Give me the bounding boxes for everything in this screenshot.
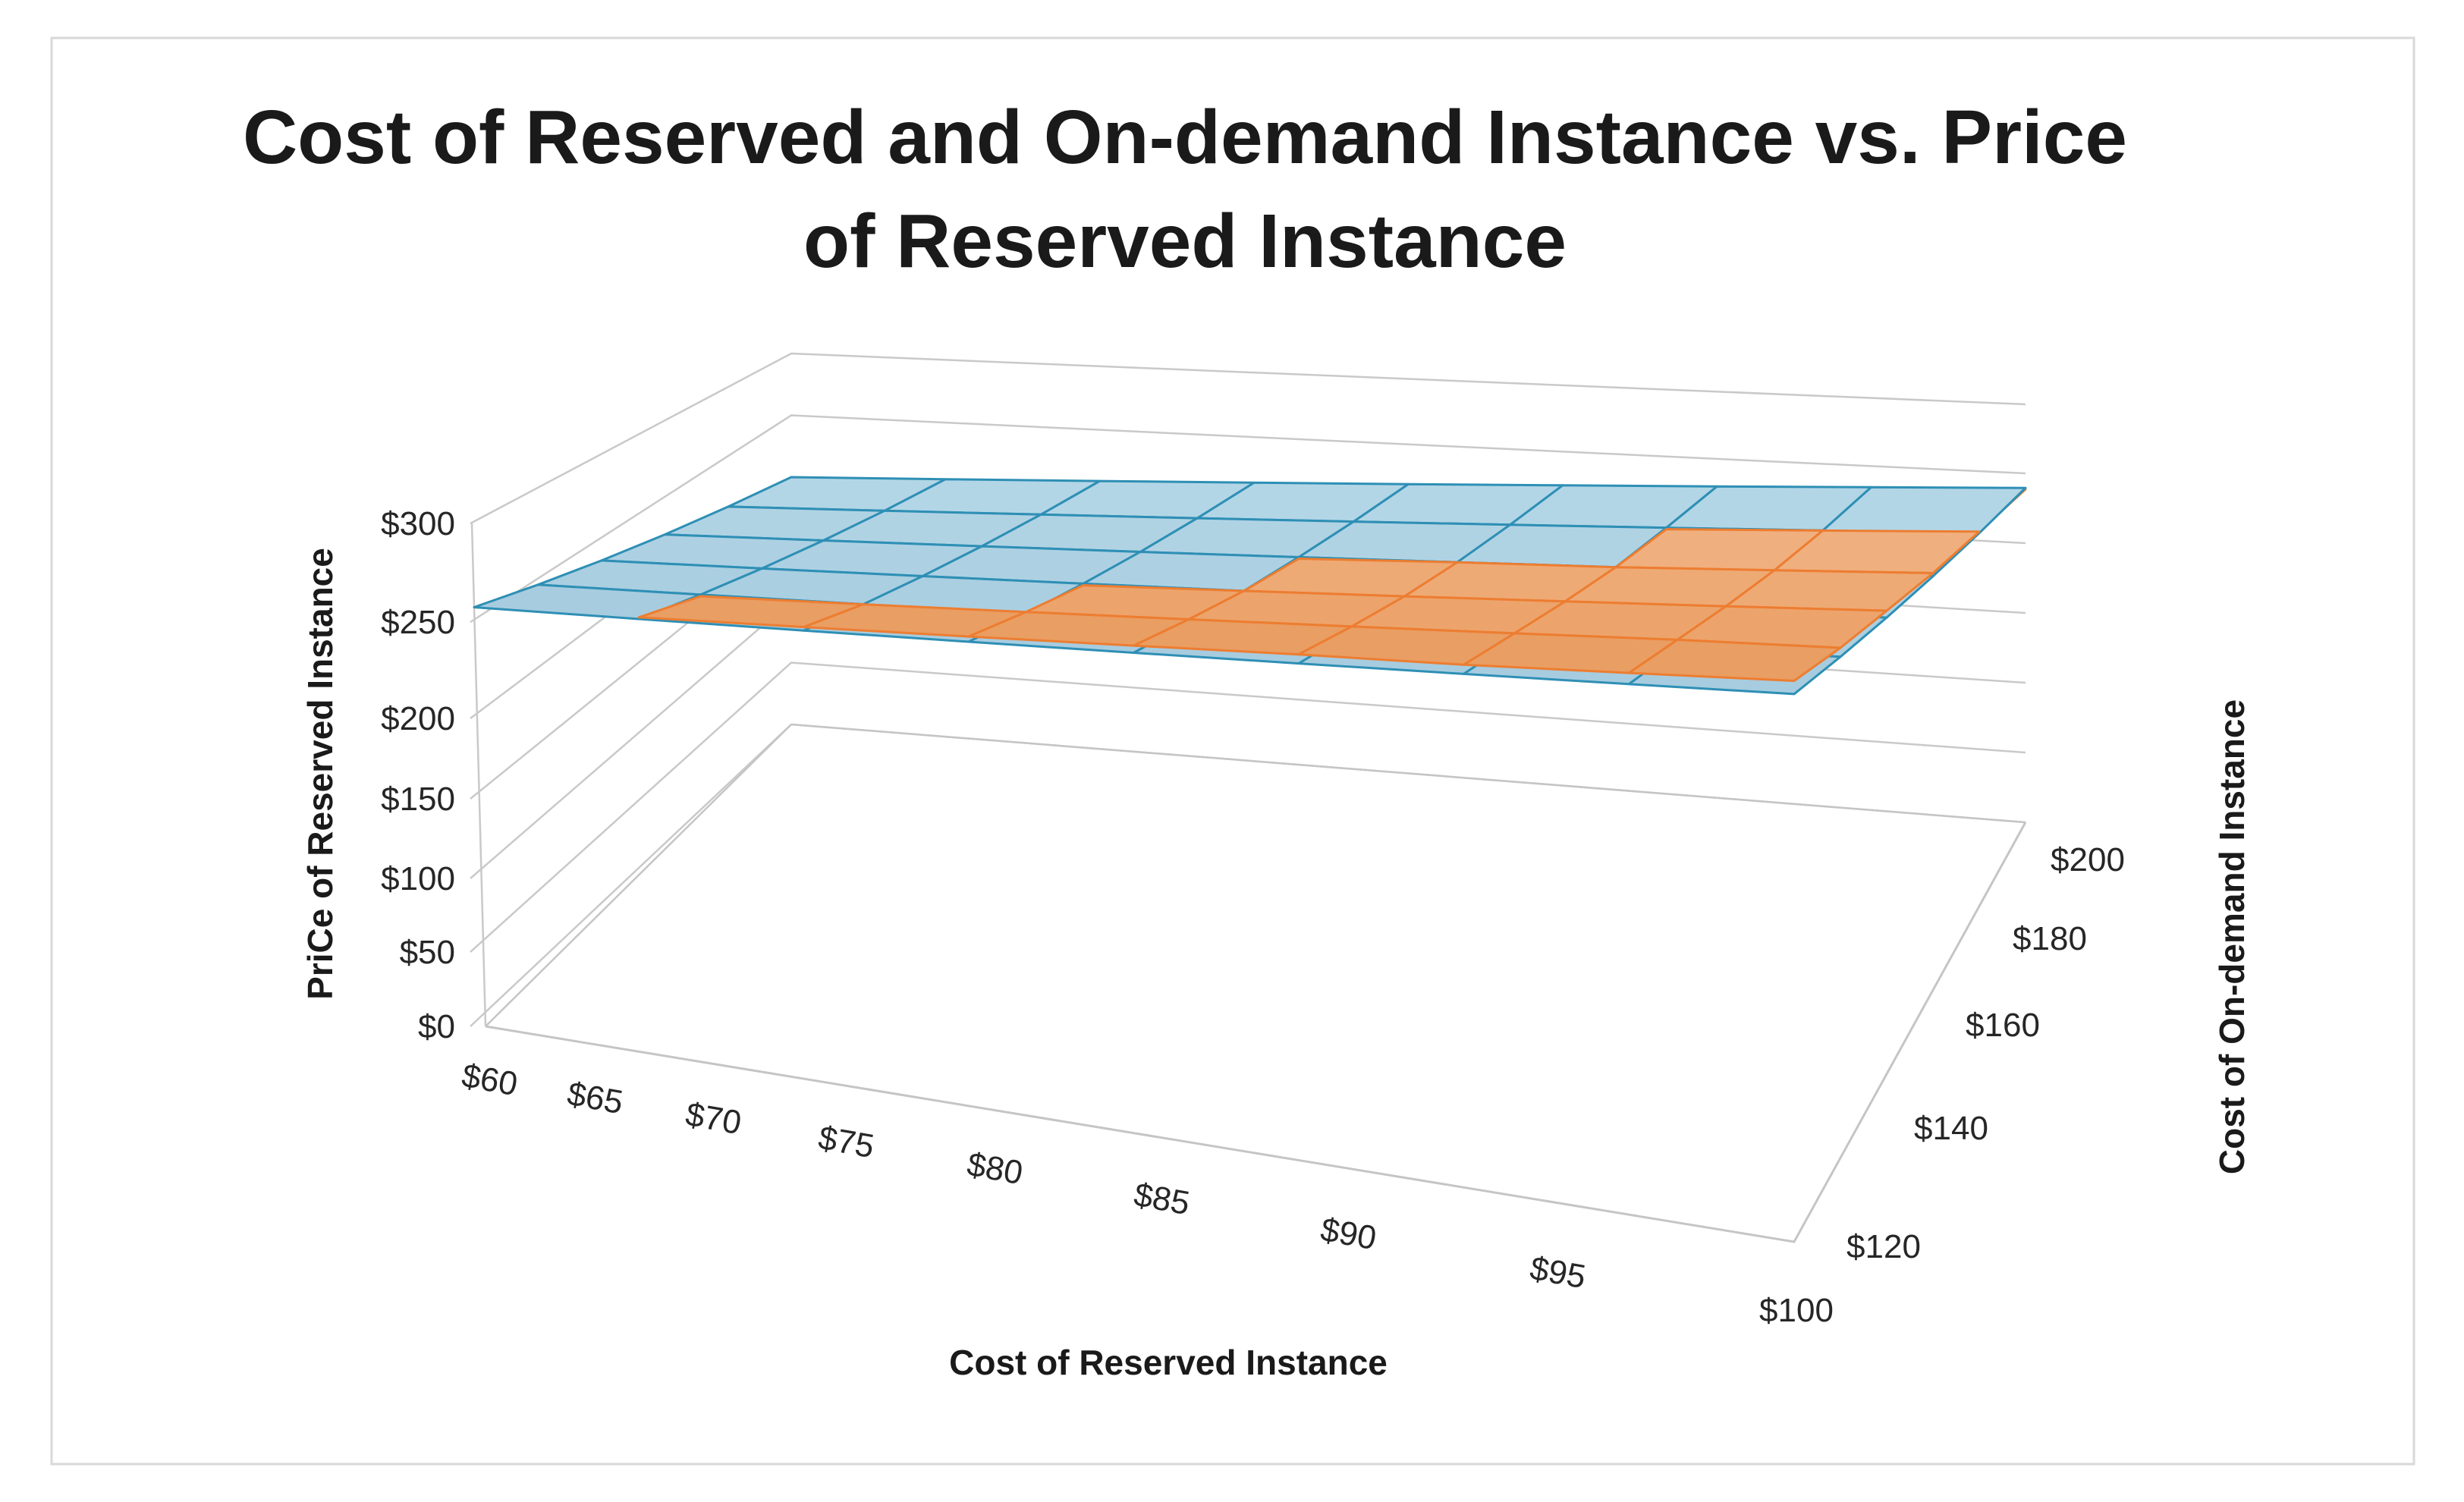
- floor-left-edge: [485, 724, 792, 1027]
- chart-title-line1: Cost of Reserved and On-demand Instance …: [243, 95, 2127, 180]
- depth-tick-label: $200: [2051, 841, 2125, 878]
- floor-front-right-edges: [485, 822, 2027, 1243]
- depth-tick-label: $100: [1759, 1292, 1834, 1329]
- floor-back-edge: [790, 723, 2026, 824]
- value-tick-label: $50: [400, 934, 455, 971]
- value-tick-label: $0: [418, 1008, 455, 1045]
- value-tick-label: $300: [381, 505, 455, 542]
- value-gridline: [470, 661, 2026, 953]
- value-tick-label: $100: [381, 860, 455, 897]
- depth-tick-label: $120: [1846, 1228, 1921, 1265]
- plot-area: $0$50$100$150$200$250$300$60 $65 $70$75$80…: [381, 352, 2125, 1329]
- value-tick-label: $150: [381, 781, 455, 818]
- chart-border: [50, 36, 2415, 1466]
- depth-tick-label: $160: [1966, 1007, 2040, 1044]
- surface-cell: [1627, 638, 1842, 682]
- depth-axis-title: Cost of On-demand Instance: [2212, 699, 2252, 1174]
- chart-title-line2: of Reserved Instance: [803, 199, 1567, 284]
- value-axis-title: PriCe of Reserved Instance: [300, 548, 340, 1000]
- depth-tick-label: $140: [1914, 1110, 1988, 1147]
- depth-tick-label: $180: [2013, 920, 2087, 957]
- value-gridline: [470, 414, 2026, 624]
- value-gridline: [470, 352, 2026, 525]
- category-axis-title: Cost of Reserved Instance: [949, 1343, 1388, 1382]
- value-tick-label: $200: [381, 700, 455, 737]
- value-tick-label: $250: [381, 604, 455, 641]
